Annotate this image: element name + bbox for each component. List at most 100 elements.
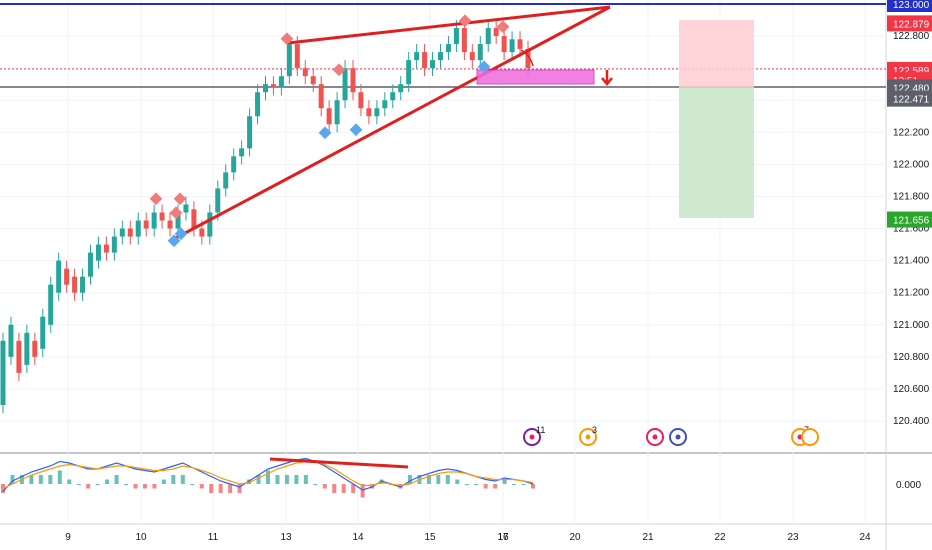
price-badge[interactable]: 122.471 <box>887 90 932 107</box>
price-badges: 123.000122.879122.58912:51122.480122.471… <box>887 0 932 228</box>
candle-body <box>119 228 125 237</box>
histogram-bar <box>133 484 138 489</box>
pivot-markers <box>149 14 510 248</box>
price-badge[interactable]: 122.879 <box>887 15 932 32</box>
candle-body <box>143 220 149 229</box>
candle-body <box>111 236 117 253</box>
candle-body <box>358 92 364 109</box>
candle-body <box>430 60 436 69</box>
high-pivot-marker[interactable] <box>149 192 163 206</box>
candle-body <box>286 44 292 77</box>
event-icon[interactable]: 11 <box>523 425 545 446</box>
time-tick-label: 15 <box>424 532 436 543</box>
high-pivot-marker[interactable] <box>496 20 510 34</box>
candle-body <box>64 268 70 285</box>
candle-body <box>390 92 396 101</box>
high-pivot-marker[interactable] <box>332 63 346 77</box>
price-badge[interactable]: 121.656 <box>887 211 932 228</box>
candle-body <box>263 84 268 93</box>
histogram-bar <box>10 475 15 484</box>
histogram-bar <box>209 484 214 493</box>
candle-body <box>48 284 54 325</box>
histogram-bar <box>256 475 261 484</box>
price-badge-label: 122.480 <box>893 83 930 94</box>
take-profit-zone[interactable] <box>679 87 754 218</box>
histogram-bar <box>360 484 365 498</box>
low-pivot-marker[interactable] <box>174 227 188 241</box>
histogram-bar <box>114 475 119 484</box>
high-pivot-marker[interactable] <box>169 206 183 220</box>
high-pivot-marker[interactable] <box>280 32 294 46</box>
candle-body <box>159 212 165 221</box>
indicator-line <box>2 460 534 490</box>
candle-body <box>398 84 404 93</box>
histogram-bar <box>426 475 431 484</box>
histogram-bar <box>464 484 469 485</box>
candle-body <box>374 108 380 117</box>
candle-body <box>278 76 284 88</box>
event-count: 11 <box>536 425 545 435</box>
event-icon[interactable] <box>646 428 664 446</box>
candle-body <box>135 220 141 237</box>
down-arrow-icon[interactable] <box>601 70 613 86</box>
candle-body <box>294 44 300 69</box>
stop-loss-zone[interactable] <box>679 20 754 87</box>
price-tick-label: 122.800 <box>893 31 930 42</box>
histogram-bar <box>76 484 81 485</box>
low-pivot-marker[interactable] <box>349 123 363 137</box>
target-box[interactable] <box>476 69 595 85</box>
candle-body <box>438 52 443 61</box>
time-tick-label: 24 <box>859 532 871 543</box>
high-pivot-marker[interactable] <box>458 14 472 28</box>
histogram-bar <box>218 484 223 493</box>
candle-body <box>215 188 221 213</box>
event-icon[interactable] <box>801 428 819 446</box>
candle-body <box>461 28 467 53</box>
candle-body <box>477 44 483 61</box>
histogram-bar <box>502 479 507 484</box>
price-tick-label: 121.000 <box>893 320 930 331</box>
candle-body <box>255 92 261 117</box>
event-count: 3 <box>592 425 597 435</box>
time-tick-label: 20 <box>569 532 581 543</box>
candle-body <box>239 148 245 157</box>
candle-body <box>151 212 157 229</box>
candle-body <box>199 228 205 237</box>
price-tick-label: 122.000 <box>893 159 930 170</box>
projection-curve[interactable] <box>520 49 534 67</box>
candle-body <box>191 209 197 229</box>
price-badge[interactable]: 123.000 <box>887 0 932 12</box>
candle-body <box>326 108 332 125</box>
histogram-bar <box>483 484 488 489</box>
upper-trendline[interactable] <box>287 5 611 45</box>
event-icon[interactable] <box>669 428 687 446</box>
histogram-bar <box>294 475 299 484</box>
candle-body <box>231 156 237 173</box>
indicator-pane[interactable] <box>0 454 886 524</box>
candle-body <box>88 252 93 277</box>
candle-body <box>509 39 515 53</box>
histogram-bar <box>247 479 252 484</box>
high-pivot-marker[interactable] <box>173 192 187 206</box>
histogram-bar <box>142 484 147 489</box>
indicator-divergence-line[interactable] <box>269 457 409 469</box>
time-tick-label: 22 <box>714 532 726 543</box>
low-pivot-marker[interactable] <box>318 126 332 140</box>
low-pivot-marker[interactable] <box>167 234 181 248</box>
histogram-bar <box>284 475 289 484</box>
event-icon[interactable]: 3 <box>579 425 597 446</box>
time-tick-label: 23 <box>787 532 799 543</box>
histogram-bar <box>370 484 375 489</box>
low-pivot-marker[interactable] <box>477 60 491 74</box>
histogram-bar <box>521 484 526 485</box>
time-tick-label: 21 <box>642 532 654 543</box>
candle-body <box>0 340 6 405</box>
candle-body <box>334 100 340 125</box>
histogram-bar <box>303 475 308 484</box>
lower-trendline[interactable] <box>171 5 611 242</box>
indicator-series <box>1 457 535 498</box>
histogram-bar <box>474 484 479 485</box>
candle-body <box>183 204 189 213</box>
